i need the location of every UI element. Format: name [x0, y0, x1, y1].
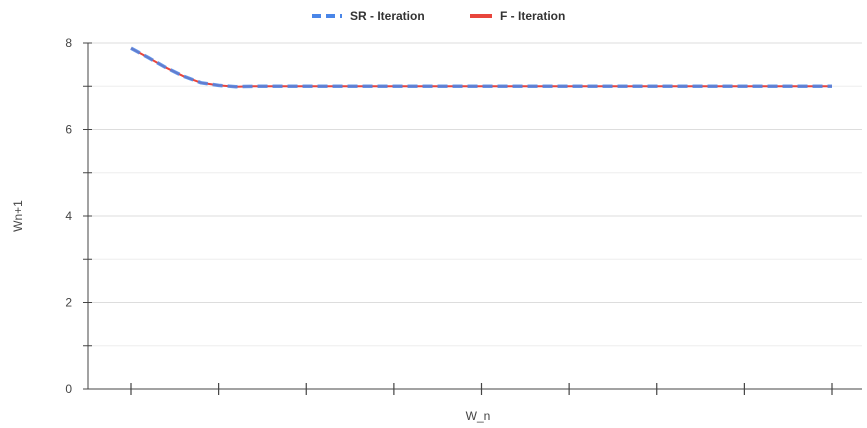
x-axis-label: W_n — [466, 409, 491, 423]
y-tick-label: 0 — [65, 382, 72, 396]
legend: SR - Iteration F - Iteration — [312, 9, 565, 23]
legend-item-f-iteration[interactable]: F - Iteration — [470, 9, 565, 23]
gridlines — [88, 42, 862, 347]
legend-label-f-iteration: F - Iteration — [500, 9, 565, 23]
y-tick-label: 8 — [65, 36, 72, 50]
series-line-f-iteration[interactable] — [130, 47, 832, 88]
legend-label-sr-iteration: SR - Iteration — [350, 9, 425, 23]
legend-item-sr-iteration[interactable]: SR - Iteration — [312, 9, 425, 23]
y-tick-label: 6 — [65, 123, 72, 137]
series-line-sr-iteration[interactable] — [130, 46, 832, 89]
y-tick-label: 2 — [65, 296, 72, 310]
y-tick-label: 4 — [65, 209, 72, 223]
series-lines — [130, 46, 832, 89]
y-axis-label: Wn+1 — [11, 200, 25, 232]
axes: 0 2 4 6 8 — [65, 36, 862, 396]
